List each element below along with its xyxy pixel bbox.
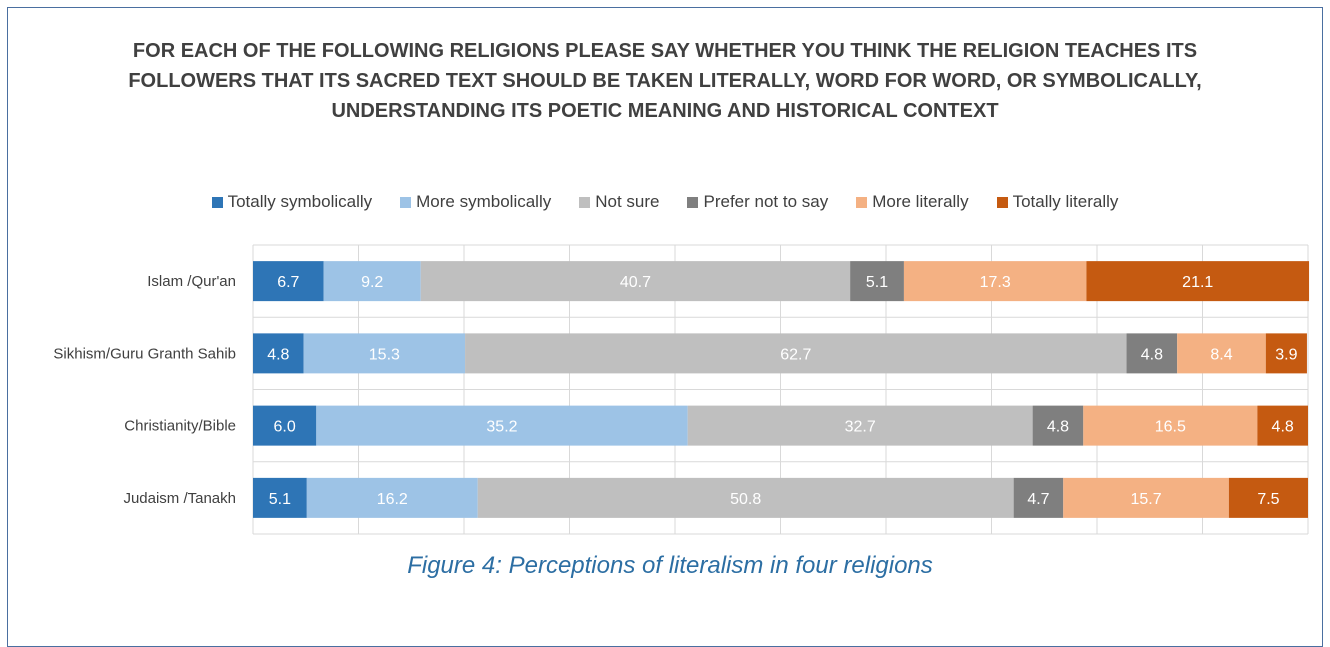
- legend-label: Totally literally: [1012, 192, 1119, 211]
- data-label: 17.3: [980, 274, 1011, 291]
- bar-segment: [477, 477, 1014, 518]
- data-label: 15.3: [369, 346, 400, 363]
- legend-label: Totally symbolically: [227, 192, 373, 211]
- legend-label: Prefer not to say: [703, 192, 829, 211]
- bar-segment: [253, 333, 304, 374]
- data-label: 7.5: [1257, 491, 1279, 508]
- data-label: 40.7: [620, 274, 651, 291]
- data-label: 62.7: [780, 346, 811, 363]
- legend-label: More literally: [872, 192, 969, 211]
- legend-item: Prefer not to say: [687, 192, 828, 212]
- bar-segment: [323, 261, 421, 302]
- legend-swatch: [856, 196, 868, 208]
- bar-segment: [1083, 405, 1258, 446]
- legend-item: Totally literally: [996, 192, 1119, 212]
- bar-segment: [306, 477, 478, 518]
- legend-swatch: [211, 196, 223, 208]
- data-label: 8.4: [1210, 346, 1232, 363]
- data-label: 4.8: [267, 346, 289, 363]
- category-label: Christianity/Bible: [124, 418, 236, 435]
- data-label: 4.8: [1272, 419, 1294, 436]
- legend-item: Not sure: [579, 192, 659, 212]
- category-label: Sikhism/Guru Granth Sahib: [53, 345, 236, 362]
- bar-segment: [1013, 477, 1064, 518]
- bar-segment: [1177, 333, 1266, 374]
- bar-segment: [253, 405, 317, 446]
- bar-segment: [420, 261, 851, 302]
- bar-segment: [850, 261, 904, 302]
- bar-segment: [1063, 477, 1229, 518]
- bar-segment: [465, 333, 1127, 374]
- data-label: 15.7: [1130, 491, 1161, 508]
- data-label: 16.5: [1155, 419, 1186, 436]
- category-label: Judaism /Tanakh: [123, 490, 236, 507]
- category-label: Islam /Qur'an: [147, 273, 236, 290]
- figure-caption: Figure 4: Perceptions of literalism in f…: [407, 552, 933, 579]
- bar-segment: [316, 405, 688, 446]
- data-label: 4.7: [1027, 491, 1049, 508]
- bar-segment: [303, 333, 466, 374]
- bar-segment: [1265, 333, 1307, 374]
- bar-segment: [1032, 405, 1084, 446]
- bar-segment: [253, 261, 324, 302]
- bar-segment: [1257, 405, 1308, 446]
- legend-swatch: [400, 196, 412, 208]
- bar-segment: [903, 261, 1087, 302]
- data-label: 9.2: [361, 274, 383, 291]
- legend-swatch: [687, 196, 699, 208]
- legend-item: Totally symbolically: [211, 192, 373, 212]
- bar-segment: [1228, 477, 1308, 518]
- data-label: 6.0: [274, 419, 296, 436]
- data-label: 21.1: [1182, 274, 1213, 291]
- data-label: 32.7: [845, 419, 876, 436]
- stacked-bar-chart: Islam /Qur'an 6.7 9.2 40.7 5.1 17.3 21.1 Sikhis…: [53, 244, 1310, 535]
- data-label: 5.1: [269, 491, 291, 508]
- bar-segment: [1086, 261, 1310, 302]
- legend-swatch: [579, 196, 591, 208]
- chart-legend: Totally symbolically More symbolically Not…: [0, 192, 1330, 212]
- legend-item: More literally: [856, 192, 969, 212]
- legend-swatch: [996, 196, 1008, 208]
- data-label: 4.8: [1047, 419, 1069, 436]
- data-label: 35.2: [486, 419, 517, 436]
- legend-label: Not sure: [595, 192, 660, 211]
- data-label: 50.8: [730, 491, 761, 508]
- bar-segment: [1126, 333, 1178, 374]
- data-label: 3.9: [1275, 346, 1297, 363]
- data-label: 5.1: [866, 274, 888, 291]
- chart-title: FOR EACH OF THE FOLLOWING RELIGIONS PLEA…: [128, 40, 1202, 122]
- bar-segment: [687, 405, 1033, 446]
- legend-label: More symbolically: [416, 192, 552, 211]
- legend-item: More symbolically: [400, 192, 551, 212]
- data-label: 16.2: [377, 491, 408, 508]
- data-label: 4.8: [1141, 346, 1163, 363]
- data-label: 6.7: [277, 274, 299, 291]
- bar-segment: [253, 477, 307, 518]
